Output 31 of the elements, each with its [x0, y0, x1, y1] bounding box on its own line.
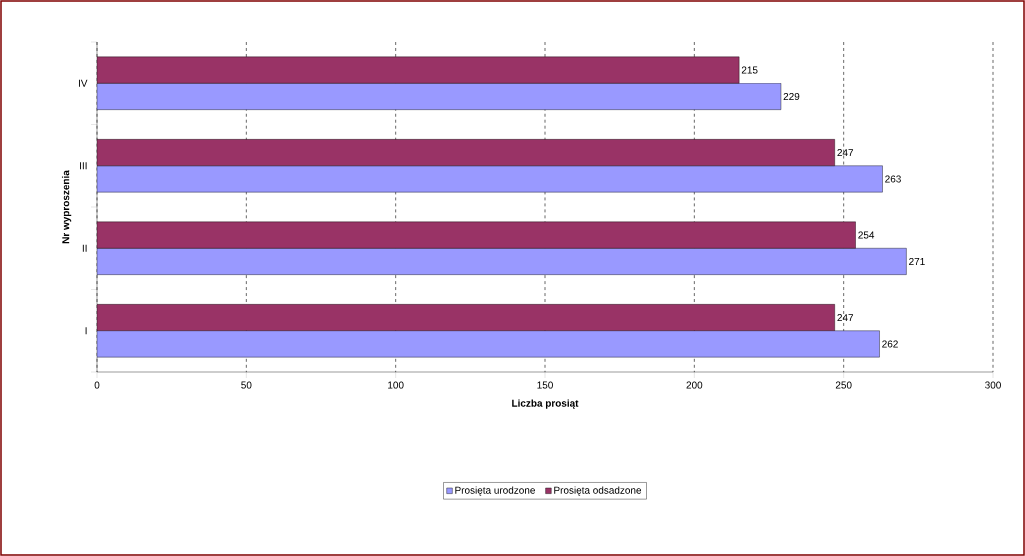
x-tick-label: 300 — [985, 381, 1001, 389]
legend-label: Prosięta urodzone — [455, 486, 535, 496]
x-tick-label: 0 — [94, 381, 100, 389]
x-axis-title: Liczba prosiąt — [512, 399, 579, 409]
y-tick-label: I — [85, 327, 87, 335]
bar — [97, 330, 880, 358]
x-tick-label: 100 — [388, 381, 404, 389]
x-tick-label: 50 — [241, 381, 252, 389]
data-label: 247 — [837, 149, 854, 157]
y-axis-title: Nr wyproszenia — [61, 170, 72, 244]
y-tick-label: II — [82, 244, 87, 252]
data-label: 229 — [783, 92, 800, 100]
data-label: 247 — [837, 314, 854, 322]
bar — [97, 139, 835, 166]
bar — [97, 83, 782, 110]
x-tick-label: 200 — [686, 381, 703, 389]
data-label: 215 — [741, 66, 758, 74]
data-label: 254 — [858, 231, 875, 239]
bar — [97, 304, 835, 331]
x-tick-label: 150 — [537, 381, 553, 389]
y-tick-label: IV — [78, 79, 88, 87]
x-tick-label: 250 — [835, 381, 852, 389]
bar — [97, 248, 907, 275]
data-label: 263 — [885, 175, 901, 183]
data-label: 262 — [882, 340, 898, 348]
bar — [97, 221, 856, 249]
legend-label: Prosięta odsadzone — [554, 486, 642, 496]
bar — [97, 165, 883, 193]
data-label: 271 — [909, 257, 925, 265]
y-tick-label: III — [80, 162, 87, 170]
bar — [97, 56, 740, 84]
